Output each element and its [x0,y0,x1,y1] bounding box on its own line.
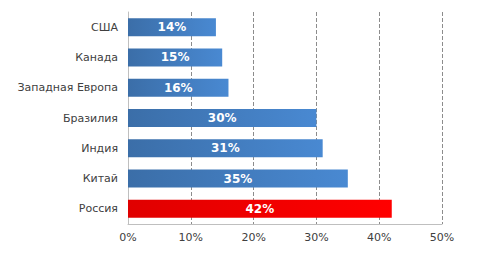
svg-text:15%: 15% [161,50,190,64]
svg-text:Бразилия: Бразилия [63,112,118,125]
svg-text:США: США [91,21,118,34]
svg-text:10%: 10% [179,231,203,244]
svg-text:Индия: Индия [81,142,118,155]
svg-text:0%: 0% [119,231,136,244]
svg-text:50%: 50% [430,231,454,244]
svg-text:20%: 20% [241,231,265,244]
svg-text:35%: 35% [224,172,253,186]
svg-text:30%: 30% [208,111,237,125]
svg-text:30%: 30% [304,231,328,244]
svg-text:Западная Европа: Западная Европа [18,81,118,94]
svg-text:42%: 42% [246,202,275,216]
svg-text:14%: 14% [158,20,187,34]
svg-text:Китай: Китай [83,172,118,185]
svg-text:Канада: Канада [75,51,118,64]
svg-text:31%: 31% [211,141,240,155]
svg-text:Россия: Россия [79,202,118,215]
svg-text:40%: 40% [367,231,391,244]
svg-text:16%: 16% [164,81,193,95]
